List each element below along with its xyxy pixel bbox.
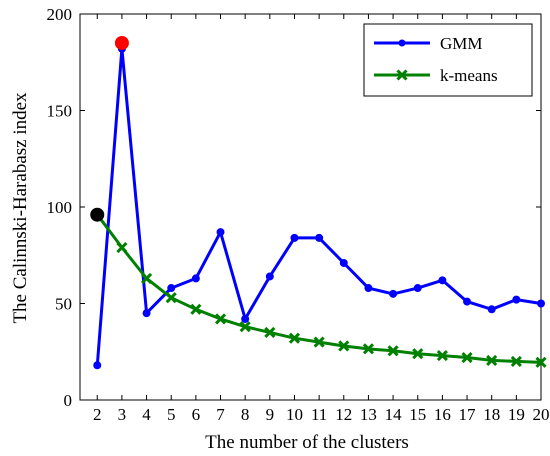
data-point-k-means [264,326,276,339]
data-point-gmm [537,299,545,308]
x-tick-label: 19 [508,405,525,424]
data-point-k-means [486,354,498,366]
x-tick-label: 7 [216,405,225,424]
x-tick-label: 6 [192,405,201,424]
data-point-gmm [487,305,496,314]
x-tick-label: 14 [385,405,403,424]
data-point-k-means [412,348,424,360]
marker-stroke [165,292,177,304]
data-point-k-means [141,272,153,284]
x-tick-label: 11 [311,405,327,424]
marker-stroke [362,343,374,355]
x-tick-label: 15 [409,405,426,424]
data-point-gmm [339,258,348,267]
data-point-gmm [93,361,102,370]
y-tick-label: 100 [47,198,73,217]
data-point-gmm [265,272,274,281]
x-tick-label: 4 [142,405,151,424]
highlight-point [90,207,105,222]
marker-stroke [264,326,276,339]
data-point-k-means [190,303,202,315]
marker-stroke [116,241,128,254]
marker-stroke [412,348,424,360]
x-tick-label: 10 [286,405,303,424]
data-point-gmm [389,289,398,298]
data-point-gmm [315,233,324,242]
data-point-gmm [364,284,373,293]
data-point-gmm [191,274,200,283]
data-point-k-means [239,321,251,333]
data-point-k-means [116,241,128,254]
data-point-gmm [167,284,176,293]
data-point-k-means [535,356,547,368]
data-point-gmm [216,228,225,237]
marker-stroke [535,356,547,368]
legend-marker-k-means [396,69,408,81]
data-point-k-means [362,343,374,355]
marker-stroke [141,272,153,284]
x-tick-label: 12 [335,405,352,424]
highlight-point [114,35,129,50]
y-axis-label: The Calinnski-Harabasz index [10,92,31,324]
y-tick-label: 50 [55,295,72,314]
highlight-layer [90,35,129,222]
marker-stroke [288,332,301,344]
y-tick-label: 200 [47,5,73,24]
marker-stroke [313,336,325,348]
x-tick-label: 2 [93,405,102,424]
x-tick-label: 16 [434,405,451,424]
legend-label-gmm: GMM [440,34,483,53]
data-point-gmm [413,284,422,293]
legend-label-k-means: k-means [440,66,498,85]
data-point-k-means [214,313,227,325]
data-point-gmm [241,314,250,323]
data-point-k-means [165,292,177,304]
marker-stroke [510,355,522,367]
x-tick-label: 18 [483,405,500,424]
x-tick-label: 5 [167,405,176,424]
marker-stroke [239,321,251,333]
data-point-k-means [510,355,522,367]
data-point-gmm [512,295,521,304]
data-point-k-means [288,332,301,344]
axes: 0 50 100 150 200 2 3 4 5 6 7 8 9 10 11 12 13 14 15 16 17 18 19… [47,5,550,424]
x-tick-label: 3 [118,405,127,424]
marker-stroke [486,354,498,366]
data-point-gmm [290,233,299,242]
data-point-gmm [142,309,151,318]
data-point-gmm [438,276,447,285]
y-tick-label: 150 [47,102,73,121]
legend: GMM k-means [363,23,533,97]
marker-stroke [387,345,399,357]
x-axis-label: The number of the clusters [205,432,409,453]
data-point-k-means [436,350,448,362]
data-point-gmm [463,297,472,306]
marker-stroke [396,69,408,81]
legend-box [363,23,533,97]
marker-stroke [338,340,350,352]
x-tick-label: 9 [266,405,275,424]
x-tick-label: 13 [360,405,377,424]
x-tick-label: 17 [459,405,477,424]
marker-stroke [214,313,227,325]
x-tick-label: 8 [241,405,250,424]
marker-stroke [190,303,202,315]
y-tick-label: 0 [64,391,73,410]
data-point-k-means [387,345,399,357]
data-point-k-means [461,351,473,364]
marker-stroke [436,350,448,362]
legend-marker-gmm [398,39,406,47]
data-point-k-means [338,340,350,352]
marker-stroke [461,351,473,364]
x-tick-label: 20 [533,405,550,424]
data-point-k-means [313,336,325,348]
